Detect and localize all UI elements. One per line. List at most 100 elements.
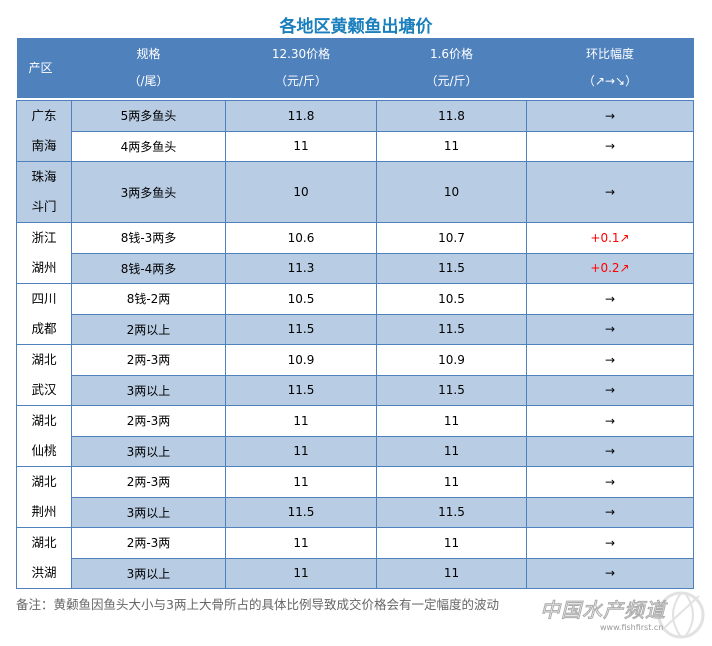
header-price-16: 1.6价格 （元/斤） [376,38,527,98]
price-1230-cell: 11.8 [225,100,377,132]
header-price-1230-label: 12.30价格 [271,47,331,61]
spec-cell: 2两-3两 [71,344,226,376]
table-row: 四川 成都 8钱-2两 10.5 10.5 → [16,283,694,345]
price-1230-cell: 11 [225,557,377,589]
price-1230-cell: 11 [225,527,377,559]
watermark-name: 中国水产频道 [540,598,666,623]
region-cell: 四川 成都 [16,283,72,345]
change-cell: +0.1↗ [526,222,694,254]
region-name-line: 仙桃 [31,443,57,458]
price-1230-cell: 11.5 [225,313,377,345]
spec-cell: 2两-3两 [71,527,226,559]
change-cell: → [526,374,694,406]
region-name-line: 荆州 [31,504,57,519]
region-name-line: 湖北 [31,352,57,367]
price-16-cell: 11 [376,527,527,559]
price-1230-cell: 11.3 [225,252,377,284]
region-cell: 湖北 洪湖 [16,527,72,589]
price-1230-cell: 11 [225,466,377,498]
price-16-cell: 11 [376,405,527,437]
price-table: 产区 规格 （/尾） 12.30价格 （元/斤） 1.6价格 （元/斤） 环比幅度 （↗… [16,38,694,589]
change-cell: → [526,100,694,132]
table-row: 湖北 荆州 2两-3两 11 11 → [16,466,694,528]
header-price-16-unit: （元/斤） [425,74,478,88]
price-16-cell: 10.5 [376,283,527,315]
table-row: 湖北 仙桃 2两-3两 11 11 → [16,405,694,467]
region-name-line: 斗门 [31,199,57,214]
change-cell: → [526,405,694,437]
region-cell: 珠海 斗门 [16,161,72,223]
table-row: 湖北 武汉 2两-3两 10.9 10.9 → [16,344,694,406]
price-1230-cell: 11.5 [225,374,377,406]
footnote: 备注：黄颡鱼因鱼头大小与3两上大骨所占的具体比例导致成交价格会有一定幅度的波动 [16,597,499,612]
region-name-line: 广东 [31,108,57,123]
price-1230-cell: 10 [225,161,377,223]
region-name-line: 洪湖 [31,565,57,580]
region-name-line: 湖北 [31,474,57,489]
header-region: 产区 [16,38,72,98]
price-16-cell: 10 [376,161,527,223]
change-cell: → [526,466,694,498]
price-16-cell: 11.5 [376,374,527,406]
spec-cell: 3两以上 [71,435,226,467]
change-cell: → [526,313,694,345]
price-16-cell: 11 [376,435,527,467]
region-name-line: 南海 [31,138,57,153]
spec-cell: 4两多鱼头 [71,130,226,162]
spec-cell: 2两以上 [71,313,226,345]
price-1230-cell: 11 [225,435,377,467]
change-cell: → [526,283,694,315]
spec-cell: 3两以上 [71,557,226,589]
table-row: 3两以上 11.5 11.5 → [17,496,694,528]
price-16-cell: 11.5 [376,252,527,284]
spec-cell: 2两-3两 [71,466,226,498]
region-name-line: 四川 [31,291,57,306]
spec-cell: 8钱-4两多 [71,252,226,284]
price-1230-cell: 10.6 [225,222,377,254]
region-cell: 广东 南海 [16,100,72,162]
header-spec: 规格 （/尾） [71,38,226,98]
price-16-cell: 11.5 [376,313,527,345]
region-name-line: 湖北 [31,413,57,428]
header-price-1230: 12.30价格 （元/斤） [225,38,377,98]
region-cell: 湖北 荆州 [16,466,72,528]
price-16-cell: 10.7 [376,222,527,254]
region-cell: 湖北 仙桃 [16,405,72,467]
price-1230-cell: 10.5 [225,283,377,315]
change-cell: → [526,496,694,528]
region-cell: 湖北 武汉 [16,344,72,406]
table-row: 浙江 湖州 8钱-3两多 10.6 10.7 +0.1↗ [16,222,694,284]
price-16-cell: 11 [376,557,527,589]
price-1230-cell: 10.9 [225,344,377,376]
region-name-line: 成都 [31,321,57,336]
header-change-unit: （↗→↘） [582,74,638,88]
table-row: 3两以上 11 11 → [17,435,694,467]
change-cell: +0.2↗ [526,252,694,284]
price-1230-cell: 11 [225,130,377,162]
page-title: 各地区黄颡鱼出塘价 [279,17,433,37]
price-16-cell: 11.5 [376,496,527,528]
spec-cell: 5两多鱼头 [71,100,226,132]
spec-cell: 3两多鱼头 [71,161,226,223]
change-cell: → [526,344,694,376]
watermark-logo: 中国水产频道 www.fishfirst.cn [540,591,705,642]
header-change-label: 环比幅度 [585,47,634,61]
region-name-line: 武汉 [31,382,57,397]
change-cell: → [526,527,694,559]
price-16-cell: 11.8 [376,100,527,132]
price-1230-cell: 11.5 [225,496,377,528]
globe-icon [657,591,705,639]
spec-cell: 2两-3两 [71,405,226,437]
table-row: 广东 南海 5两多鱼头 11.8 11.8 → [16,100,694,162]
price-1230-cell: 11 [225,405,377,437]
header-row: 产区 规格 （/尾） 12.30价格 （元/斤） 1.6价格 （元/斤） 环比幅度 （↗… [16,38,694,98]
header-price-16-label: 1.6价格 [429,47,474,61]
table-row: 2两以上 11.5 11.5 → [17,313,694,345]
spec-cell: 3两以上 [71,374,226,406]
table-row: 8钱-4两多 11.3 11.5 +0.2↗ [17,252,694,284]
header-spec-unit: （/尾） [128,74,169,88]
header-change: 环比幅度 （↗→↘） [526,38,694,98]
change-cell: → [526,161,694,223]
spec-cell: 8钱-3两多 [71,222,226,254]
table-row: 3两以上 11 11 → [17,557,694,589]
